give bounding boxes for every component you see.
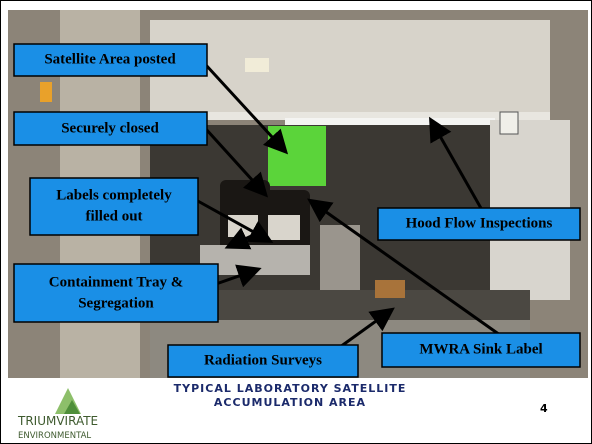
callout-label: MWRA Sink Label (419, 341, 542, 357)
callout-label: filled out (85, 208, 142, 224)
callout-label: Segregation (78, 295, 154, 311)
callout-label: Radiation Surveys (204, 352, 322, 368)
caption: ACCUMULATION AREA (214, 396, 366, 409)
callout-label: Satellite Area posted (44, 51, 176, 67)
logo-text: ENVIRONMENTAL (18, 431, 91, 441)
callout-label: Containment Tray & (49, 274, 183, 290)
slide: Satellite Area posted Securely closed La… (0, 0, 592, 444)
callout-label: Labels completely (56, 187, 172, 203)
callout-box (14, 264, 218, 322)
caption: TYPICAL LABORATORY SATELLITE (174, 382, 407, 395)
logo-text: TRIUMVIRATE (17, 414, 98, 428)
callout-label: Hood Flow Inspections (406, 215, 553, 231)
callout-label: Securely closed (61, 120, 159, 136)
page-number: 4 (540, 402, 548, 415)
